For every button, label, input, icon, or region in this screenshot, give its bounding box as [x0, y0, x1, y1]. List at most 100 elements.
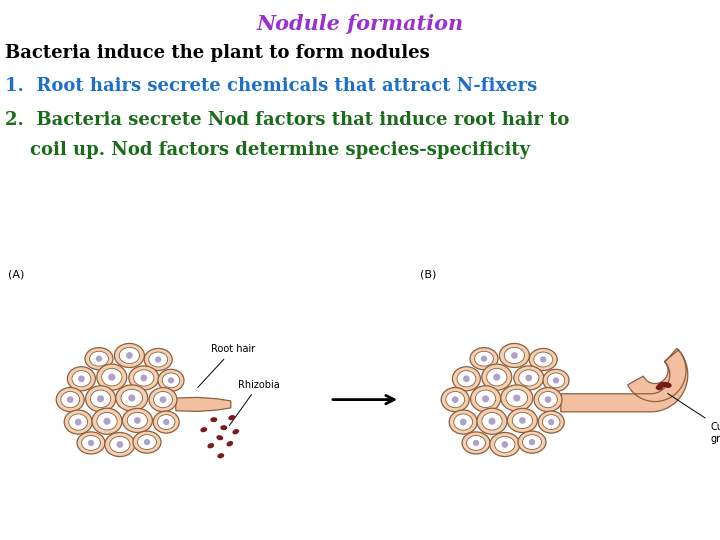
- Ellipse shape: [501, 385, 533, 411]
- Ellipse shape: [657, 384, 664, 389]
- Ellipse shape: [72, 370, 91, 387]
- Ellipse shape: [474, 351, 493, 366]
- Circle shape: [545, 397, 551, 402]
- Text: Root hair: Root hair: [198, 345, 255, 388]
- Circle shape: [474, 441, 478, 446]
- Ellipse shape: [470, 348, 498, 370]
- Ellipse shape: [127, 413, 148, 429]
- Ellipse shape: [529, 348, 557, 370]
- Circle shape: [89, 441, 94, 446]
- Ellipse shape: [64, 410, 92, 434]
- Ellipse shape: [487, 368, 507, 386]
- Ellipse shape: [77, 432, 105, 454]
- Ellipse shape: [207, 443, 215, 448]
- Circle shape: [520, 418, 525, 423]
- Ellipse shape: [457, 370, 476, 387]
- Ellipse shape: [86, 386, 116, 412]
- Ellipse shape: [134, 370, 154, 386]
- Circle shape: [502, 442, 508, 447]
- Ellipse shape: [217, 453, 224, 458]
- Ellipse shape: [462, 432, 490, 454]
- Text: coil up. Nod factors determine species-specificity: coil up. Nod factors determine species-s…: [5, 141, 530, 159]
- Text: Curling
growth: Curling growth: [667, 394, 720, 443]
- Circle shape: [512, 353, 517, 358]
- Ellipse shape: [149, 388, 177, 411]
- Ellipse shape: [81, 435, 101, 450]
- Polygon shape: [176, 397, 231, 411]
- Circle shape: [168, 378, 174, 383]
- Ellipse shape: [116, 385, 148, 411]
- Ellipse shape: [467, 435, 485, 450]
- Circle shape: [482, 356, 487, 361]
- Ellipse shape: [129, 366, 159, 390]
- Circle shape: [98, 396, 104, 402]
- Ellipse shape: [506, 389, 528, 407]
- Ellipse shape: [121, 389, 143, 407]
- Polygon shape: [561, 348, 688, 412]
- Ellipse shape: [144, 348, 172, 370]
- Circle shape: [109, 374, 114, 380]
- Ellipse shape: [471, 386, 500, 412]
- Ellipse shape: [495, 436, 515, 453]
- Circle shape: [68, 397, 73, 402]
- Ellipse shape: [228, 415, 235, 420]
- Ellipse shape: [475, 390, 496, 408]
- Ellipse shape: [162, 373, 180, 388]
- Text: (B): (B): [420, 269, 436, 279]
- Circle shape: [145, 440, 150, 444]
- Text: 2.  Bacteria secrete Nod factors that induce root hair to: 2. Bacteria secrete Nod factors that ind…: [5, 111, 570, 129]
- Ellipse shape: [97, 413, 117, 430]
- Ellipse shape: [105, 433, 135, 456]
- Ellipse shape: [60, 392, 80, 408]
- Ellipse shape: [514, 366, 544, 390]
- Ellipse shape: [102, 368, 122, 386]
- Ellipse shape: [660, 382, 667, 387]
- Ellipse shape: [500, 343, 529, 368]
- Circle shape: [541, 357, 546, 362]
- Circle shape: [96, 356, 102, 361]
- Ellipse shape: [158, 415, 175, 429]
- Ellipse shape: [659, 382, 666, 387]
- Circle shape: [156, 357, 161, 362]
- Circle shape: [461, 420, 466, 425]
- Ellipse shape: [92, 408, 122, 434]
- Ellipse shape: [133, 431, 161, 453]
- Text: (A): (A): [8, 269, 24, 279]
- Ellipse shape: [490, 433, 520, 456]
- Ellipse shape: [153, 411, 179, 433]
- Ellipse shape: [109, 436, 130, 453]
- Ellipse shape: [227, 441, 233, 447]
- Text: Rhizobia: Rhizobia: [230, 380, 279, 426]
- Ellipse shape: [122, 408, 153, 433]
- Circle shape: [127, 353, 132, 358]
- Ellipse shape: [138, 435, 156, 450]
- Ellipse shape: [446, 392, 464, 408]
- Ellipse shape: [120, 347, 140, 363]
- Ellipse shape: [542, 415, 560, 429]
- Ellipse shape: [508, 408, 537, 433]
- Ellipse shape: [158, 369, 184, 392]
- Ellipse shape: [534, 352, 553, 367]
- Ellipse shape: [89, 351, 109, 366]
- Ellipse shape: [523, 435, 541, 450]
- Text: Nodule formation: Nodule formation: [256, 14, 464, 34]
- Ellipse shape: [665, 383, 672, 388]
- Ellipse shape: [663, 382, 670, 387]
- Ellipse shape: [454, 414, 472, 430]
- Ellipse shape: [153, 392, 173, 408]
- Circle shape: [464, 376, 469, 381]
- Ellipse shape: [56, 388, 84, 411]
- Circle shape: [76, 420, 81, 425]
- Ellipse shape: [504, 347, 525, 363]
- Ellipse shape: [512, 413, 533, 429]
- Circle shape: [453, 397, 458, 402]
- Ellipse shape: [539, 392, 557, 408]
- Text: 1.  Root hairs secrete chemicals that attract N-fixers: 1. Root hairs secrete chemicals that att…: [5, 77, 537, 95]
- Ellipse shape: [441, 388, 469, 411]
- Ellipse shape: [233, 429, 239, 434]
- Ellipse shape: [662, 382, 669, 387]
- Ellipse shape: [149, 352, 168, 367]
- Ellipse shape: [85, 348, 113, 370]
- Ellipse shape: [543, 369, 569, 392]
- Ellipse shape: [518, 431, 546, 453]
